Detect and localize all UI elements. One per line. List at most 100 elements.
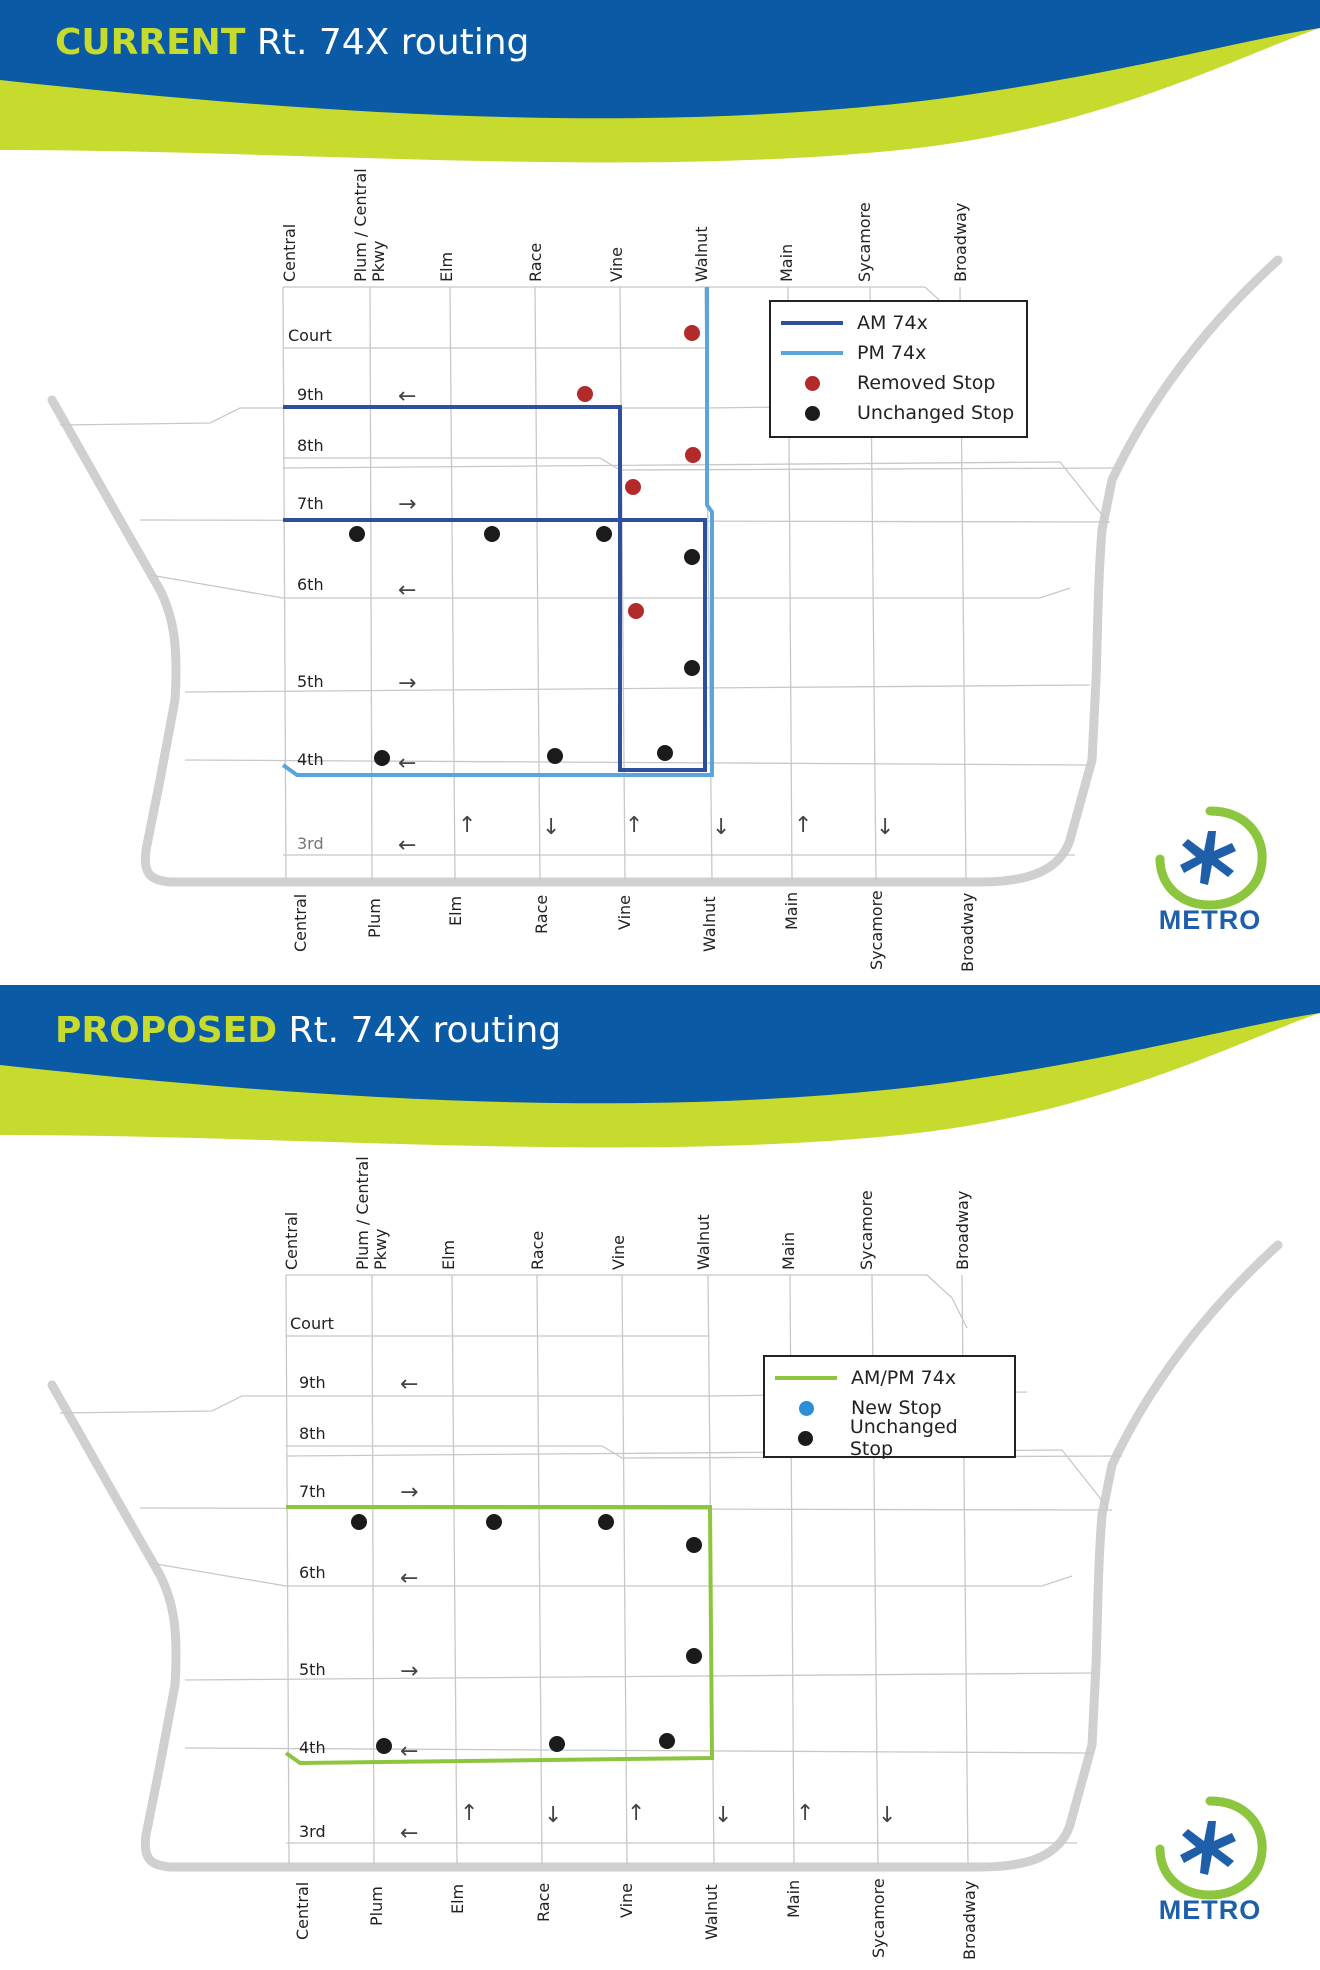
label-5th: 5th bbox=[297, 672, 324, 691]
arrow-down-icon: ↓ bbox=[542, 815, 560, 840]
label-walnut-bottom: Walnut bbox=[700, 896, 719, 952]
proposed-route-line bbox=[284, 1505, 715, 1766]
current-legend: AM 74x PM 74x Removed Stop Unchanged Sto… bbox=[769, 300, 1028, 438]
street-4th bbox=[184, 1747, 1093, 1754]
legend-item-pm: PM 74x bbox=[781, 338, 1016, 368]
legend-label: Removed Stop bbox=[857, 372, 996, 394]
label-elm-top: Elm bbox=[437, 252, 456, 282]
pm-line-swatch bbox=[781, 351, 843, 355]
label-5th: 5th bbox=[299, 1660, 326, 1679]
unchanged-stop bbox=[598, 1514, 614, 1530]
am-line-swatch bbox=[781, 321, 843, 325]
label-central-top: Central bbox=[280, 224, 299, 282]
label-7th: 7th bbox=[297, 494, 324, 513]
street-central bbox=[285, 1274, 290, 1866]
arrow-up-icon: ↑ bbox=[627, 1801, 645, 1826]
unchanged-stop bbox=[374, 750, 390, 766]
proposed-legend: AM/PM 74x New Stop Unchanged Stop bbox=[763, 1355, 1016, 1460]
street-8th bbox=[283, 457, 1121, 471]
legend-item-removed: Removed Stop bbox=[781, 368, 1016, 398]
metro-logo: METRO bbox=[1150, 1795, 1270, 1925]
label-race-top: Race bbox=[526, 243, 545, 282]
label-plum-bottom: Plum bbox=[365, 898, 384, 938]
title-rest: Rt. 74X routing bbox=[245, 22, 530, 63]
arrow-left-icon: ← bbox=[398, 833, 416, 858]
label-court: Court bbox=[290, 1314, 334, 1333]
label-3rd: 3rd bbox=[297, 834, 324, 853]
street-9th bbox=[59, 1391, 1028, 1414]
current-title: CURRENT Rt. 74X routing bbox=[55, 22, 529, 63]
street-grid bbox=[59, 286, 1121, 881]
label-elm-top: Elm bbox=[439, 1240, 458, 1270]
arrow-left-icon: ← bbox=[400, 1566, 418, 1591]
label-main-top: Main bbox=[779, 1232, 798, 1270]
label-vine-bottom: Vine bbox=[615, 895, 634, 930]
unchanged-stop-swatch bbox=[804, 405, 820, 421]
removed-stop bbox=[685, 447, 701, 463]
label-8th: 8th bbox=[297, 436, 324, 455]
arrow-left-icon: ← bbox=[400, 1372, 418, 1397]
legend-item-unchanged: Unchanged Stop bbox=[775, 1416, 1004, 1460]
label-race-top: Race bbox=[528, 1231, 547, 1270]
label-central-bottom: Central bbox=[293, 1882, 312, 1940]
street-plum bbox=[371, 1274, 375, 1866]
arrow-left-icon: ← bbox=[398, 751, 416, 776]
unchanged-stop bbox=[351, 1514, 367, 1530]
label-6th: 6th bbox=[297, 575, 324, 594]
label-vine-top: Vine bbox=[609, 1235, 628, 1270]
metro-logo-text: METRO bbox=[1158, 1895, 1262, 1925]
proposed-title: PROPOSED Rt. 74X routing bbox=[55, 1010, 561, 1051]
label-4th: 4th bbox=[297, 750, 324, 769]
label-main-bottom: Main bbox=[784, 1880, 803, 1918]
cross-street-labels: Court 9th 8th 7th 6th 5th 4th 3rd bbox=[288, 326, 332, 853]
title-highlight: CURRENT bbox=[55, 22, 246, 63]
current-routing-map: ← → ← → ← ← ↑ ↓ ↑ ↓ ↑ ↓ bbox=[0, 0, 1320, 972]
arrow-left-icon: ← bbox=[398, 578, 416, 603]
ampm-line-swatch bbox=[775, 1376, 837, 1380]
top-street-labels: Central Plum / CentralPkwy Elm Race Vine… bbox=[282, 1156, 972, 1270]
street-6th bbox=[149, 574, 1071, 599]
legend-label: Unchanged Stop bbox=[857, 402, 1015, 424]
street-race bbox=[536, 1274, 543, 1866]
label-9th: 9th bbox=[297, 385, 324, 404]
street-elm bbox=[449, 286, 456, 881]
unchanged-stop bbox=[547, 748, 563, 764]
cross-street-labels: Court 9th 8th 7th 6th 5th 4th 3rd bbox=[290, 1314, 334, 1841]
street-race bbox=[534, 286, 541, 881]
label-main-bottom: Main bbox=[782, 892, 801, 930]
legend-item-ampm: AM/PM 74x bbox=[775, 1363, 1004, 1393]
unchanged-stop bbox=[549, 1736, 565, 1752]
label-broadway-top: Broadway bbox=[951, 203, 970, 282]
label-elm-bottom: Elm bbox=[448, 1884, 467, 1914]
removed-stop-swatch bbox=[804, 375, 820, 391]
label-plum-top: Plum / CentralPkwy bbox=[351, 168, 388, 282]
label-central-bottom: Central bbox=[291, 894, 310, 952]
street-central bbox=[282, 286, 287, 881]
arrow-down-icon: ↓ bbox=[544, 1803, 562, 1828]
street-diagonal-east bbox=[282, 461, 1107, 521]
label-elm-bottom: Elm bbox=[446, 896, 465, 926]
arrow-down-icon: ↓ bbox=[878, 1803, 896, 1828]
street-vine bbox=[621, 1274, 628, 1866]
legend-label: Unchanged Stop bbox=[849, 1416, 958, 1460]
legend-item-am: AM 74x bbox=[781, 308, 1016, 338]
street-diagonal-east bbox=[285, 1449, 1109, 1509]
legend-label: New Stop bbox=[851, 1397, 942, 1419]
label-sycamore-top: Sycamore bbox=[855, 202, 874, 282]
removed-stop bbox=[577, 386, 593, 402]
unchanged-stop-swatch bbox=[797, 1430, 813, 1446]
removed-stop bbox=[628, 603, 644, 619]
direction-arrows: ← → ← → ← ← ↑ ↓ ↑ ↓ ↑ ↓ bbox=[400, 1372, 896, 1846]
label-plum-top: Plum / CentralPkwy bbox=[353, 1156, 390, 1270]
street-5th bbox=[184, 1672, 1093, 1681]
top-street-labels: Central Plum / CentralPkwy Elm Race Vine… bbox=[280, 168, 970, 282]
label-central-top: Central bbox=[282, 1212, 301, 1270]
arrow-right-icon: → bbox=[400, 1480, 418, 1505]
street-5th bbox=[184, 684, 1091, 693]
label-broadway-top: Broadway bbox=[953, 1191, 972, 1270]
unchanged-stop bbox=[376, 1738, 392, 1754]
legend-label: AM/PM 74x bbox=[851, 1367, 957, 1389]
arrow-down-icon: ↓ bbox=[712, 815, 730, 840]
label-race-bottom: Race bbox=[534, 1883, 553, 1922]
highway-loop bbox=[47, 255, 1283, 887]
